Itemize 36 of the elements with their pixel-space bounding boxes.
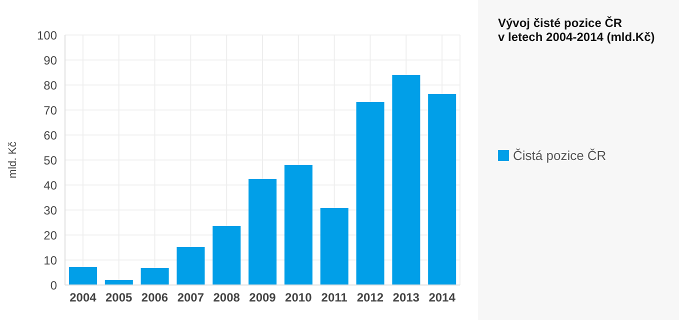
bar (104, 280, 133, 285)
x-tick-label: 2009 (249, 290, 276, 305)
bar (248, 179, 277, 285)
bar (140, 268, 169, 285)
text: Vývoj čisté pozice ČR v letech 2004-2014 (mld.Kč) (498, 16, 655, 44)
y-tick-label: 70 (44, 103, 58, 118)
y-tick-label: 40 (44, 178, 58, 192)
y-tick-label: 90 (44, 53, 58, 68)
bar (69, 267, 97, 285)
y-tick-label: 100 (36, 28, 58, 42)
bar (320, 208, 348, 285)
x-tick-label: 2011 (321, 290, 348, 305)
y-tick-label: 60 (44, 128, 58, 142)
bar (284, 165, 312, 285)
y-tick-label: 30 (44, 203, 58, 218)
bar (392, 75, 420, 285)
x-tick-label: 2004 (70, 290, 97, 305)
y-tick-label: 0 (50, 278, 58, 292)
x-tick-label: 2013 (392, 290, 420, 305)
y-tick-label: 50 (44, 153, 58, 168)
y-tick-label: 10 (44, 253, 58, 268)
x-tick-label: 2012 (356, 290, 384, 305)
bar (176, 247, 205, 285)
y-tick-label: 20 (44, 228, 58, 242)
bar (356, 102, 384, 285)
y-axis-title: mld. Kč (6, 141, 19, 178)
legend-label: Čistá pozice ČR (513, 148, 606, 163)
bar (212, 226, 241, 285)
x-tick-label: 2014 (428, 290, 456, 305)
bar (428, 94, 456, 285)
x-tick-label: 2006 (141, 290, 168, 305)
x-tick-label: 2008 (213, 290, 240, 305)
x-tick-label: 2007 (177, 290, 204, 305)
x-tick-label: 2010 (285, 290, 312, 305)
x-tick-label: 2005 (106, 290, 133, 305)
y-tick-label: 80 (44, 78, 58, 92)
